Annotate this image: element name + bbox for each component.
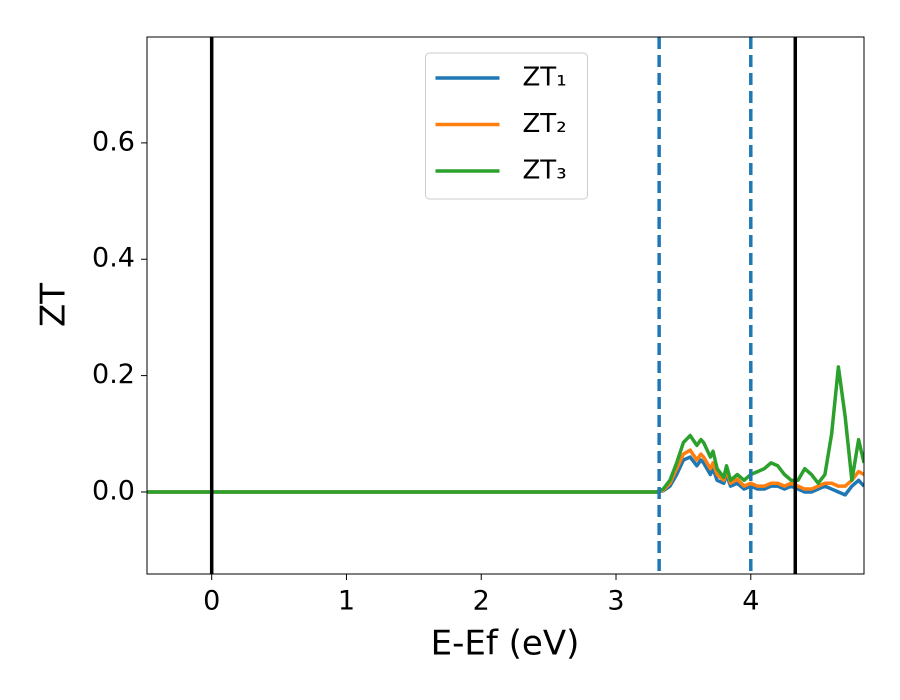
legend-label: ZT₂ — [523, 109, 567, 139]
series-line — [147, 455, 864, 497]
y-axis-label: ZT — [34, 283, 74, 327]
plot-area — [147, 37, 864, 574]
series-line — [147, 365, 864, 494]
series-line — [147, 448, 864, 494]
y-tick-label: 0.2 — [92, 359, 135, 390]
y-tick-label: 0.6 — [92, 126, 135, 157]
x-tick-label: 1 — [338, 586, 355, 617]
x-tick-label: 3 — [607, 586, 624, 617]
x-axis-label: E-Ef (eV) — [431, 624, 580, 664]
x-tick-label: 0 — [203, 586, 220, 617]
y-tick-label: 0.0 — [92, 475, 135, 506]
legend-label: ZT₃ — [523, 156, 567, 186]
y-tick-label: 0.4 — [92, 243, 135, 274]
x-tick-label: 4 — [742, 586, 759, 617]
x-tick-label: 2 — [473, 586, 490, 617]
plot-frame — [146, 36, 865, 575]
legend-label: ZT₁ — [523, 63, 567, 93]
legend-box — [425, 52, 588, 200]
